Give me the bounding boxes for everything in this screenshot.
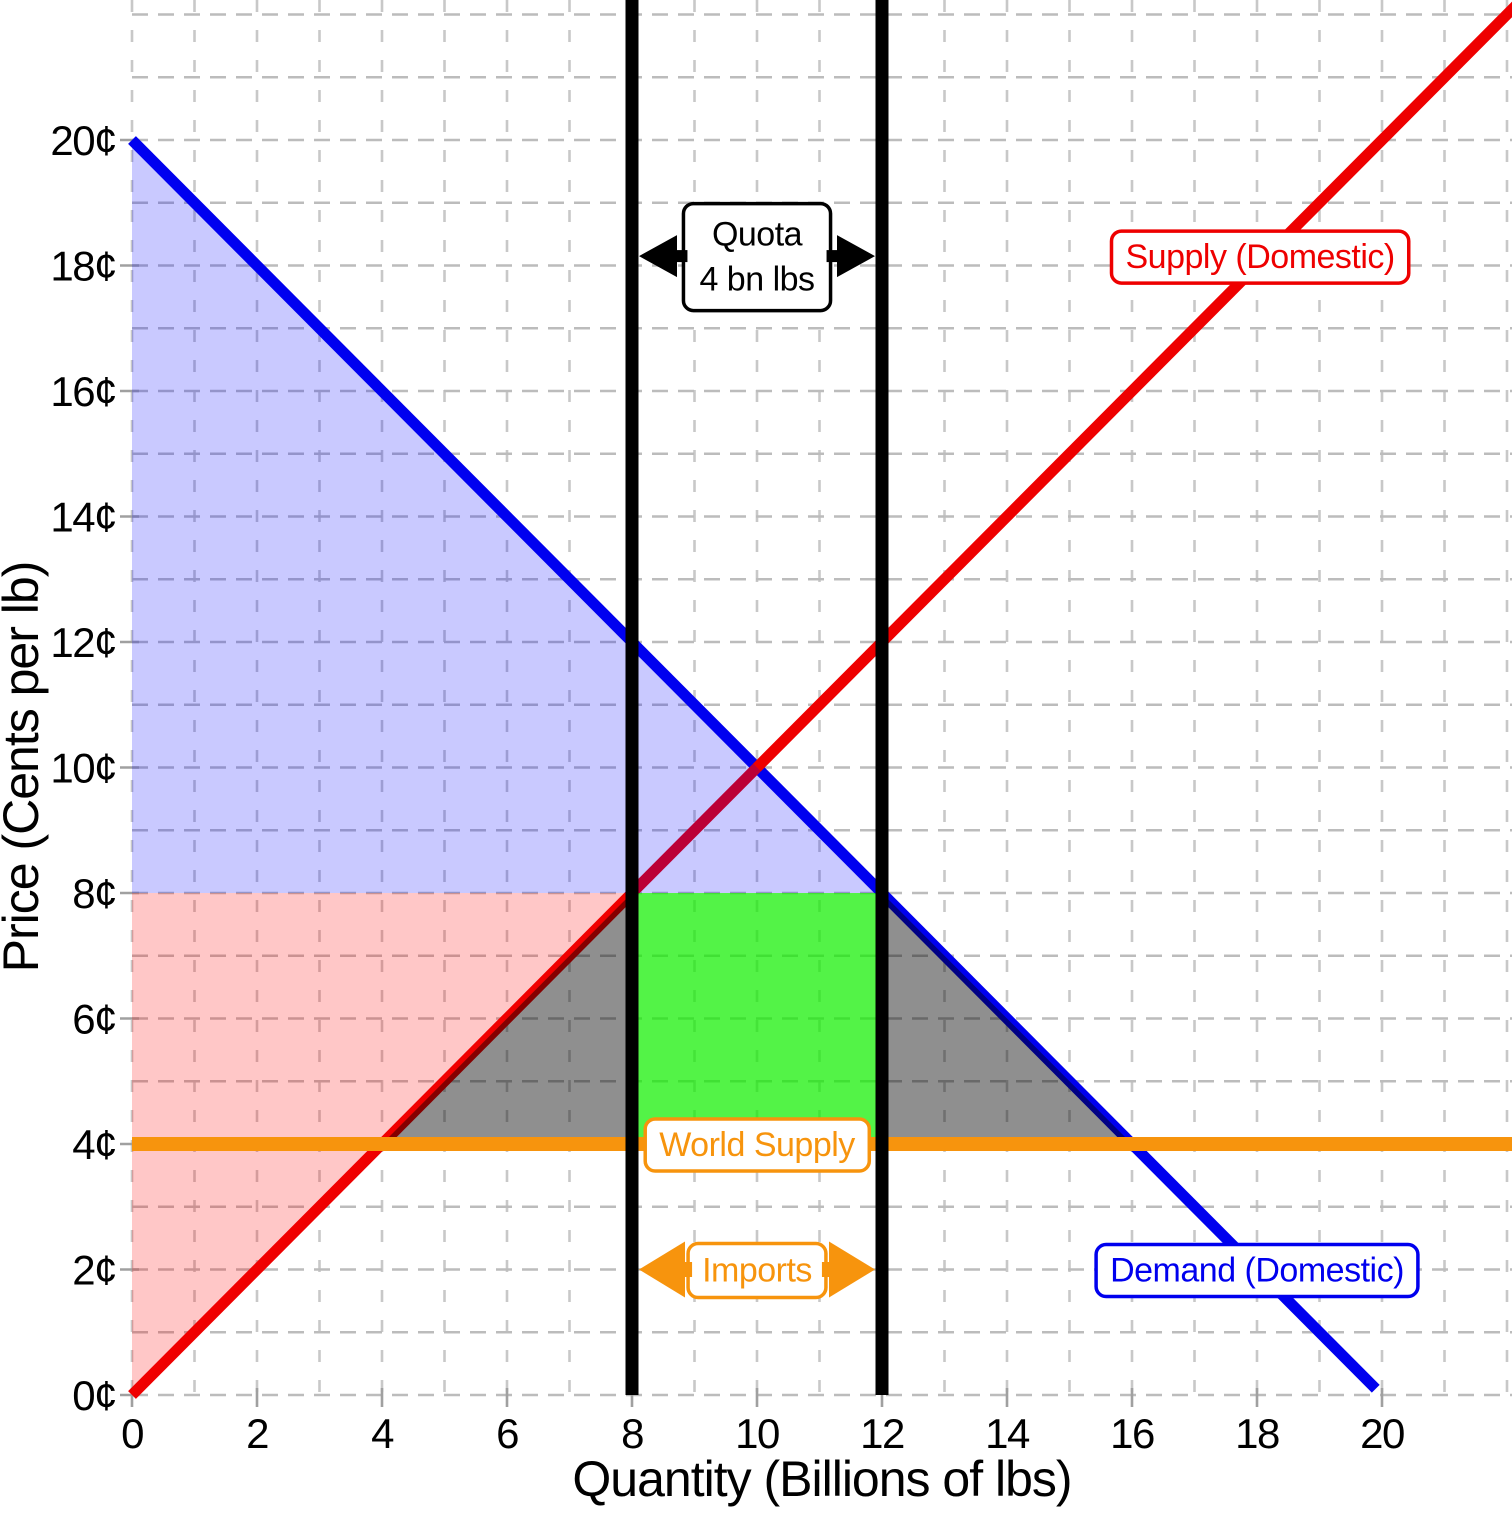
deadweight-loss-right-region [882,893,1132,1144]
surplus-regions [132,140,1132,1395]
world-supply-label-box [643,1117,872,1173]
x-tick-label: 10 [735,1410,779,1457]
x-tick-label: 6 [496,1410,518,1457]
x-tick-label: 16 [1110,1410,1154,1457]
x-tick-label: 8 [621,1410,643,1457]
quota-label-text: 4 bn lbs [699,261,814,299]
x-tick-label: 20 [1360,1410,1404,1457]
world-supply-label-text: World Supply [659,1126,855,1164]
world-supply-label: World Supply [643,1117,872,1173]
x-tick-label: 18 [1235,1410,1279,1457]
x-tick-label: 2 [246,1410,268,1457]
y-tick-label: 18¢ [50,243,116,290]
imports-arrows-right-head [829,1241,875,1298]
demand-label: Demand (Domestic) [1094,1242,1420,1299]
demand-label-box [1094,1242,1420,1299]
imports-label-text: Imports [702,1252,812,1290]
y-tick-label: 4¢ [72,1121,116,1168]
curve-labels-and-arrows: Quota 4 bn lbs Imports Supply (Domestic) Dem… [639,201,1420,1300]
imports-label: Imports [686,1241,828,1300]
x-tick-label: 14 [985,1410,1030,1457]
y-axis-title: Price (Cents per lb) [0,562,49,973]
y-tick-label: 0¢ [72,1372,116,1419]
y-tick-label: 12¢ [50,619,116,666]
supply-demand-curves [128,1,1512,1399]
imports-arrows-left-head [639,1241,685,1298]
axis-tick-labels: 0 2 4 6 8 10 12 14 16 18 20 0¢ 2¢ 4¢ 6¢ 8¢ 10¢ 12¢ 14¢ 16¢ 1… [50,117,1405,1457]
x-tick-label: 12 [860,1410,904,1457]
quota-arrows-left-head [639,235,677,278]
quota-rent-region [632,893,882,1144]
deadweight-loss-left-region [382,893,632,1144]
quota-arrows-right-head [837,235,875,278]
supply-label: Supply (Domestic) [1109,229,1411,285]
demand-label-text: Demand (Domestic) [1110,1252,1404,1290]
y-tick-label: 16¢ [50,368,116,415]
x-axis-title: Quantity (Billions of lbs) [572,1451,1071,1507]
y-tick-label: 14¢ [50,494,116,541]
y-tick-label: 6¢ [72,996,116,1043]
quota-label: Quota 4 bn lbs [681,201,833,313]
supply-label-box [1109,229,1411,285]
y-tick-label: 10¢ [50,745,116,792]
x-tick-label: 0 [121,1410,143,1457]
consumer-surplus-region [132,140,882,893]
supply-label-text: Supply (Domestic) [1126,238,1395,276]
supply-line [128,1,1512,1399]
y-tick-label: 20¢ [50,117,116,164]
y-tick-label: 8¢ [72,870,116,917]
quota-label-text: Quota [712,216,803,254]
quota-arrows [639,235,875,278]
imports-arrows [639,1241,875,1298]
y-tick-label: 2¢ [72,1247,116,1294]
x-tick-label: 4 [371,1410,394,1457]
